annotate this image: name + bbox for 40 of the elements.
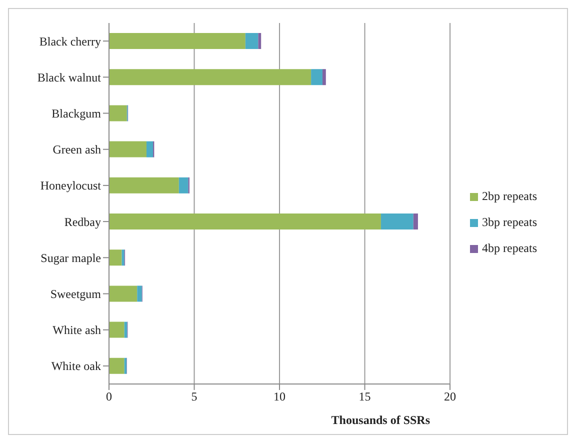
legend-label: 4bp repeats: [482, 240, 537, 254]
bar: [109, 322, 124, 338]
y-tick-label: Green ash: [52, 142, 101, 157]
bar: [109, 69, 312, 86]
x-tick-label: 0: [106, 390, 112, 404]
x-tick-label: 5: [191, 390, 198, 404]
bar: [380, 214, 414, 230]
x-tick-label: 10: [274, 390, 286, 404]
y-tick-label: Blackgum: [52, 106, 102, 121]
bar: [109, 33, 246, 49]
bar: [322, 69, 326, 86]
x-tick-label: 15: [358, 390, 371, 404]
x-tick-label: 20: [444, 390, 456, 404]
bar: [413, 214, 418, 230]
legend-label: 3bp repeats: [482, 214, 537, 228]
bar: [124, 358, 127, 374]
bar: [109, 141, 147, 158]
bar: [137, 286, 142, 302]
bar: [109, 250, 122, 266]
bar: [311, 69, 322, 86]
y-tick-label: Black walnut: [37, 70, 102, 84]
x-axis-title: Thousands of SSRs: [331, 413, 430, 427]
y-tick-label: Sweetgum: [50, 287, 102, 302]
legend-label: 2bp repeats: [482, 188, 537, 202]
y-tick-label: White ash: [52, 323, 101, 338]
bar: [258, 33, 262, 49]
y-tick-label: Honeylocust: [40, 178, 102, 193]
y-tick-label: Sugar maple: [40, 250, 101, 265]
bar: [109, 177, 179, 194]
bar: [109, 214, 381, 230]
bar: [122, 250, 124, 266]
y-tick-label: Black cherry: [39, 34, 101, 48]
bar: [109, 105, 127, 122]
bar: [178, 177, 188, 194]
bar: [109, 358, 124, 374]
y-tick-label: White oak: [51, 359, 101, 374]
bar: [146, 141, 153, 158]
y-tick-label: Redbay: [64, 214, 101, 229]
bar: [109, 286, 138, 302]
bar: [245, 33, 258, 49]
